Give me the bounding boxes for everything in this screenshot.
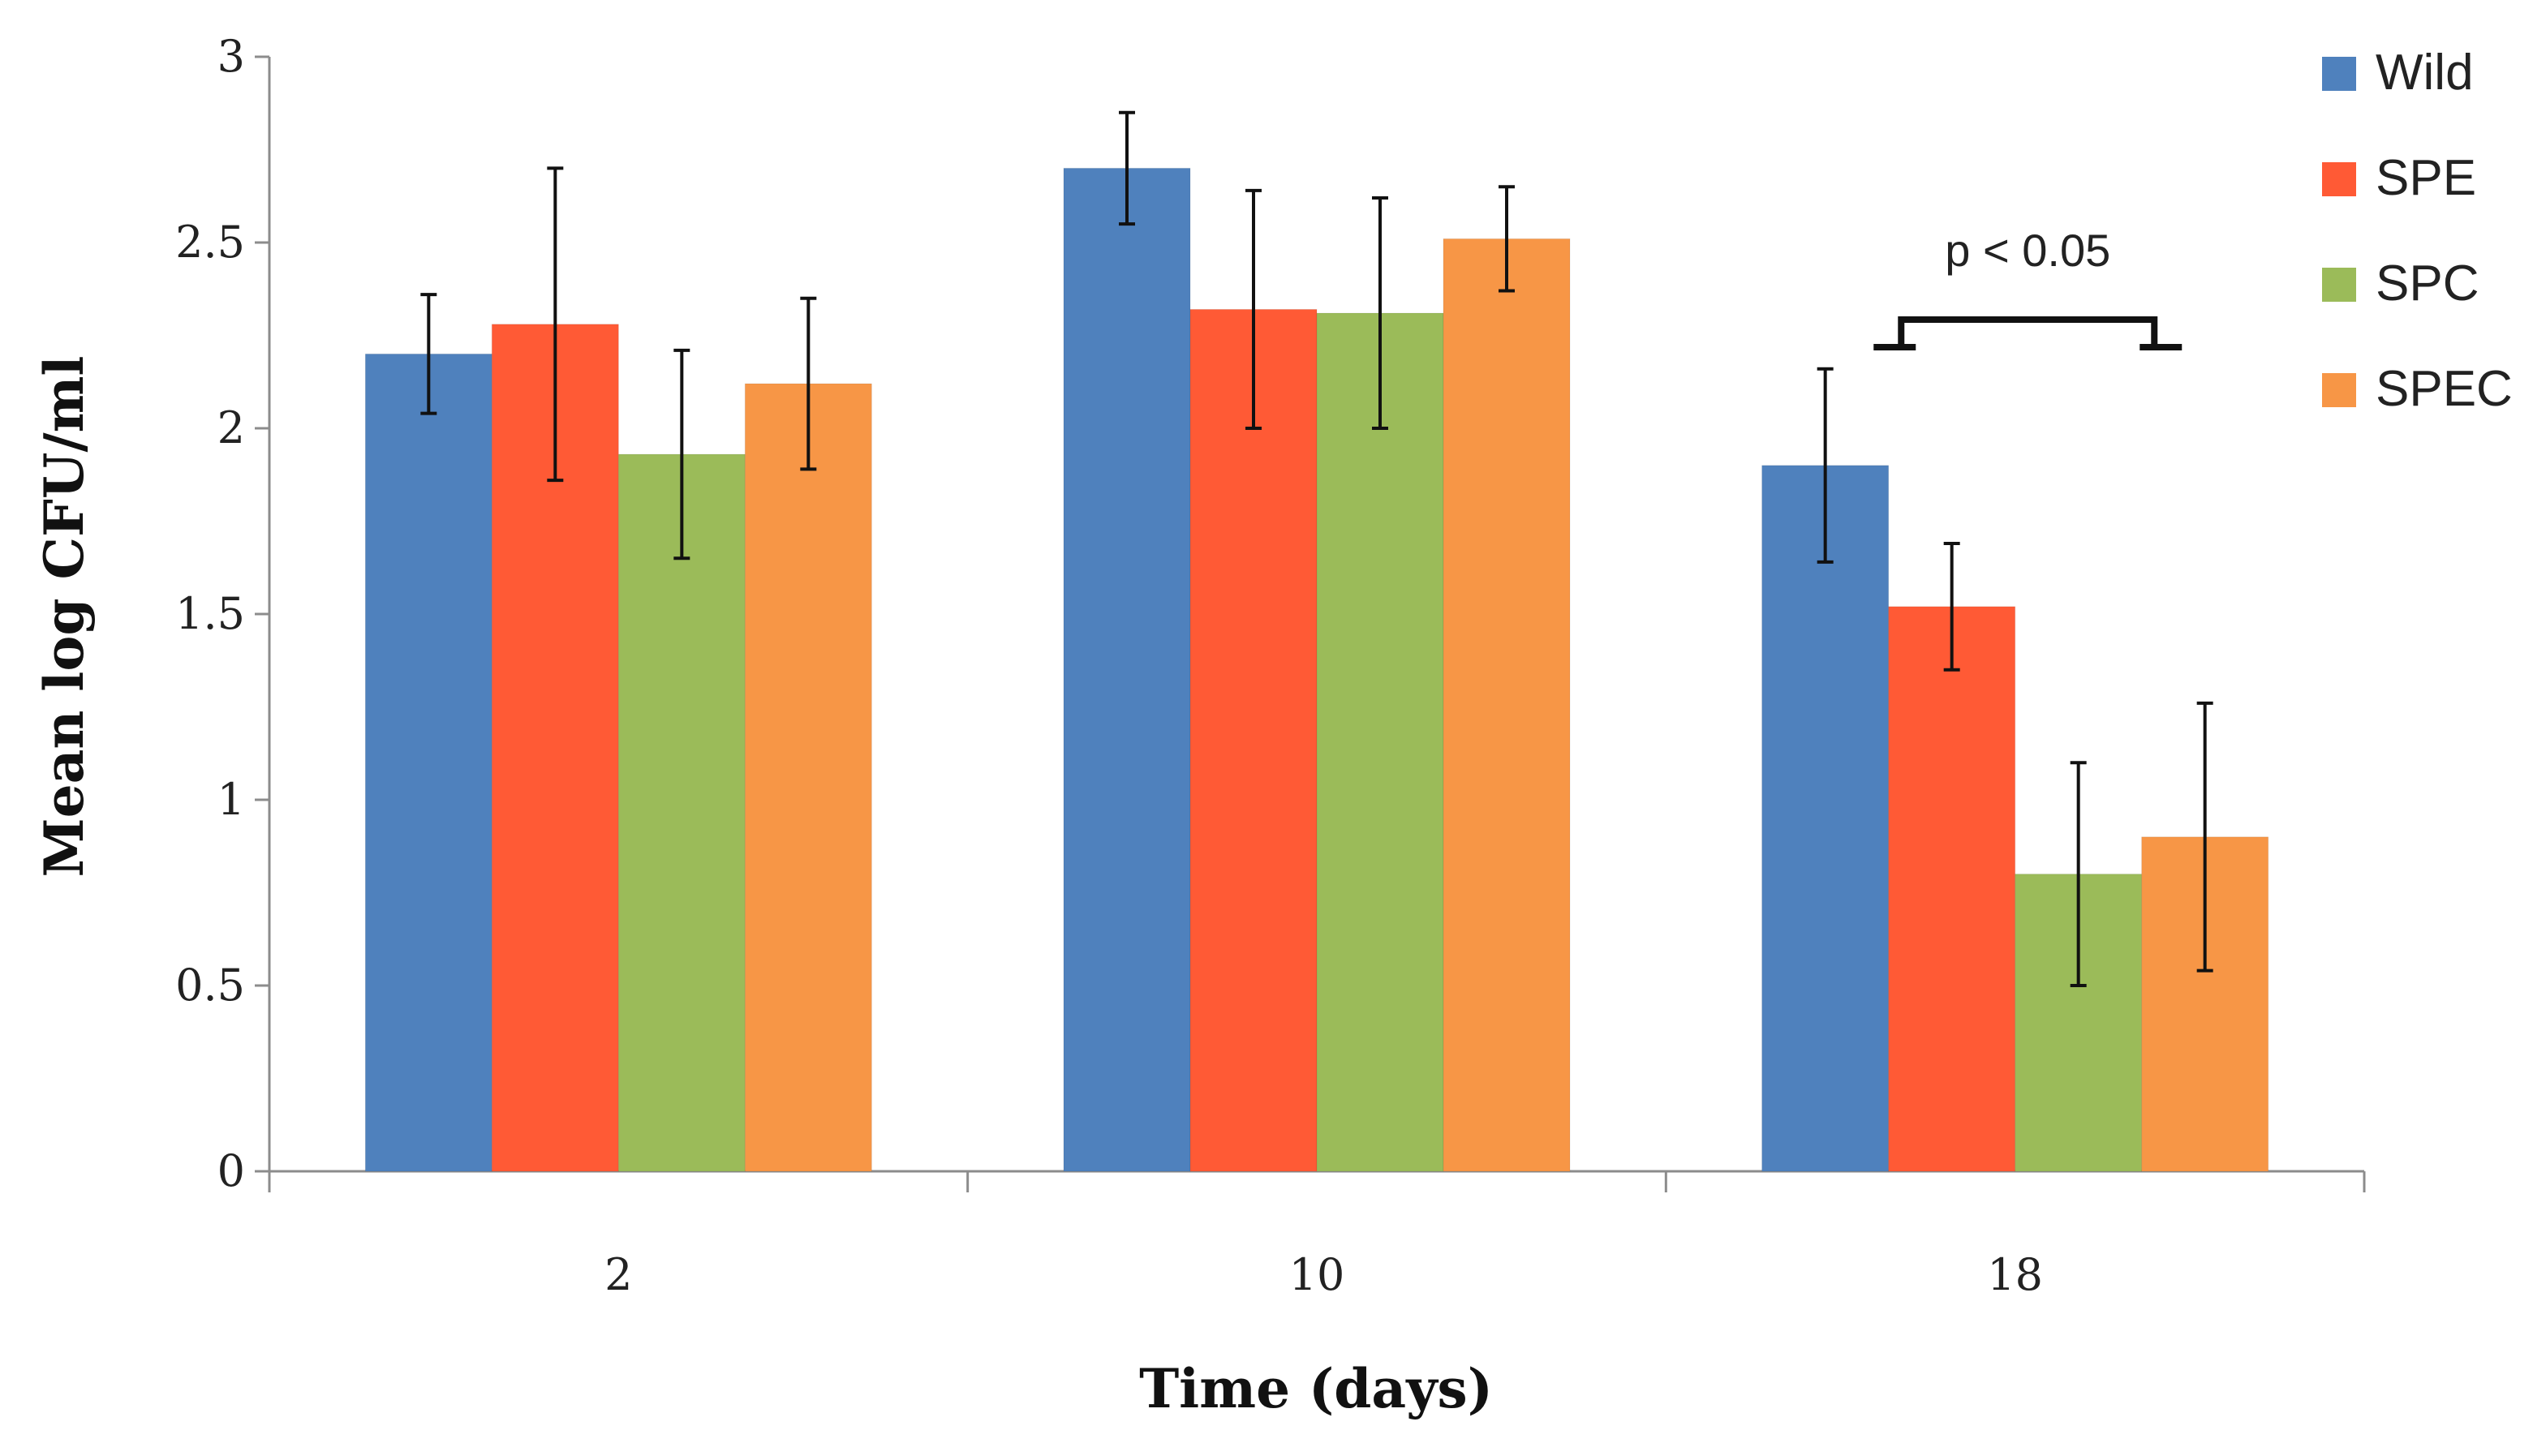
bars-layer	[364, 167, 2269, 1172]
bar-spec-day-2	[744, 383, 872, 1172]
legend-label-spe: SPE	[2376, 150, 2476, 206]
legend-swatch-wild	[2322, 57, 2356, 91]
bar-spc-day-10	[1316, 312, 1444, 1172]
x-tick-label: 2	[604, 1249, 632, 1300]
bar-spec-day-10	[1443, 238, 1571, 1172]
legend-label-spec: SPEC	[2376, 361, 2513, 417]
legend-swatch-spe	[2322, 162, 2356, 196]
error-bars-layer	[420, 110, 2213, 987]
bar-spe-day-18	[1888, 606, 2016, 1172]
y-tick-label: 3	[217, 31, 245, 82]
y-tick-label: 0.5	[175, 960, 245, 1011]
legend: Wild SPE SPC SPEC	[2322, 45, 2513, 417]
y-axis-title: Mean log CFU/ml	[32, 356, 96, 878]
bar-spc-day-2	[617, 453, 746, 1172]
x-axis-title: Time (days)	[1139, 1357, 1493, 1420]
bar-wild-day-10	[1063, 167, 1191, 1172]
bar-spe-day-10	[1189, 308, 1318, 1172]
significance-label: p < 0.05	[1945, 225, 2110, 276]
bar-wild-day-18	[1761, 465, 1890, 1172]
x-tick-label: 18	[1987, 1249, 2043, 1300]
legend-swatch-spc	[2322, 268, 2356, 302]
y-tick-label: 1	[217, 774, 245, 825]
y-tick-label: 0	[217, 1145, 245, 1196]
legend-label-wild: Wild	[2376, 45, 2474, 101]
significance-bracket	[1898, 316, 2158, 347]
annotation-layer: p < 0.05	[1873, 225, 2183, 350]
y-tick-label: 2.5	[175, 217, 245, 268]
legend-label-spc: SPC	[2376, 256, 2479, 311]
y-tick-label: 2	[217, 402, 245, 453]
bar-wild-day-2	[364, 353, 492, 1172]
x-tick-label: 10	[1289, 1249, 1345, 1300]
y-tick-label: 1.5	[175, 588, 245, 639]
legend-swatch-spec	[2322, 373, 2356, 407]
